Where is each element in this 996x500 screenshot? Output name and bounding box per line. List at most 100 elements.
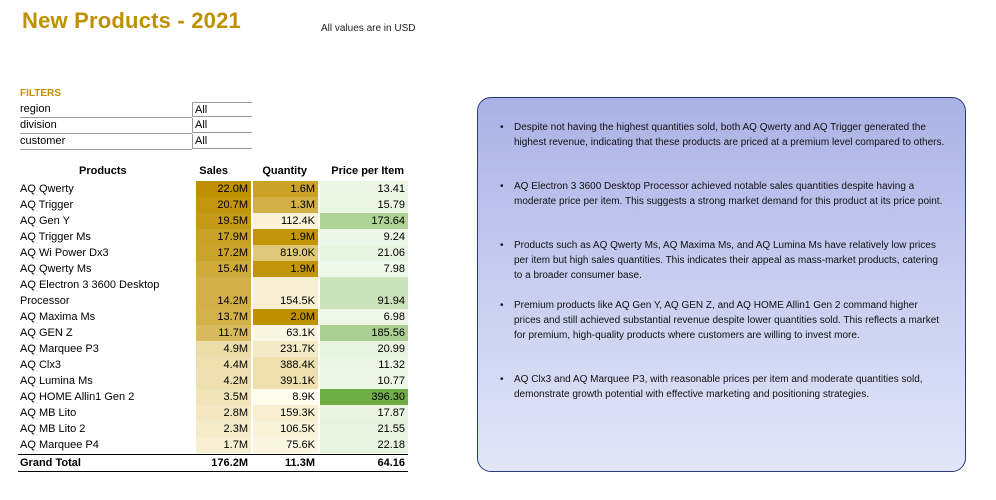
product-name: AQ Trigger Ms	[20, 231, 91, 243]
product-name: AQ Wi Power Dx3	[20, 247, 109, 259]
table-row: AQ GEN Z 11.7M 63.1K 185.56	[18, 325, 408, 341]
filter-value[interactable]: All	[192, 134, 252, 149]
page-title: New Products - 2021	[22, 8, 241, 33]
table-row: AQ Trigger 20.7M 1.3M 15.79	[18, 197, 408, 213]
filter-customer[interactable]: customer All	[20, 134, 253, 150]
quantity-cell: 106.5K	[253, 421, 318, 437]
price-cell: 91.94	[320, 277, 408, 309]
table-row: AQ MB Lito 2.8M 159.3K 17.87	[18, 405, 408, 421]
quantity-cell: 1.3M	[253, 197, 318, 213]
price-cell: 7.98	[320, 261, 408, 277]
sales-cell: 14.2M	[196, 277, 251, 309]
price-cell: 17.87	[320, 405, 408, 421]
sales-cell: 2.3M	[196, 421, 251, 437]
bullet-icon: •	[500, 122, 504, 133]
sales-cell: 15.4M	[196, 261, 251, 277]
grand-total-price: 64.16	[377, 457, 405, 469]
table-row: AQ Clx3 4.4M 388.4K 11.32	[18, 357, 408, 373]
price-cell: 185.56	[320, 325, 408, 341]
table-row: AQ Trigger Ms 17.9M 1.9M 9.24	[18, 229, 408, 245]
filter-region[interactable]: region All	[20, 102, 253, 118]
quantity-cell: 159.3K	[253, 405, 318, 421]
filter-value[interactable]: All	[192, 102, 252, 117]
total-bottom-border	[18, 471, 408, 472]
table-row: AQ Wi Power Dx3 17.2M 819.0K 21.06	[18, 245, 408, 261]
price-cell: 22.18	[320, 437, 408, 453]
price-cell: 21.06	[320, 245, 408, 261]
grand-total-sales: 176.2M	[211, 457, 248, 469]
product-name: AQ Qwerty	[20, 183, 74, 195]
product-name: AQ Marquee P4	[20, 439, 99, 451]
sales-cell: 22.0M	[196, 181, 251, 197]
product-name: AQ GEN Z	[20, 327, 73, 339]
insight-item: • AQ Electron 3 3600 Desktop Processor ac…	[500, 179, 946, 209]
quantity-cell: 112.4K	[253, 213, 318, 229]
filter-label: division	[20, 118, 192, 134]
table-row: AQ Electron 3 3600 Desktop Processor 14.2…	[18, 277, 408, 309]
total-separator	[18, 454, 408, 455]
insights-panel: • Despite not having the highest quantiti…	[477, 97, 966, 472]
product-name: AQ Electron 3 3600 Desktop Processor	[20, 279, 160, 307]
product-name: AQ Qwerty Ms	[20, 263, 92, 275]
insight-item: • Products such as AQ Qwerty Ms, AQ Maxim…	[500, 238, 946, 283]
insight-item: • Despite not having the highest quantiti…	[500, 120, 946, 150]
quantity-cell: 819.0K	[253, 245, 318, 261]
sales-cell: 4.4M	[196, 357, 251, 373]
bullet-icon: •	[500, 181, 504, 192]
table-row: AQ HOME Allin1 Gen 2 3.5M 8.9K 396.30	[18, 389, 408, 405]
product-name: AQ Trigger	[20, 199, 74, 211]
sales-cell: 1.7M	[196, 437, 251, 453]
sales-cell: 17.2M	[196, 245, 251, 261]
insight-text: Premium products like AQ Gen Y, AQ GEN Z…	[514, 300, 940, 341]
sales-cell: 19.5M	[196, 213, 251, 229]
sales-cell: 3.5M	[196, 389, 251, 405]
price-cell: 21.55	[320, 421, 408, 437]
insight-text: Products such as AQ Qwerty Ms, AQ Maxima…	[514, 240, 938, 281]
table-row: AQ Maxima Ms 13.7M 2.0M 6.98	[18, 309, 408, 325]
table-row: AQ Lumina Ms 4.2M 391.1K 10.77	[18, 373, 408, 389]
bullet-icon: •	[500, 240, 504, 251]
product-name: AQ MB Lito 2	[20, 423, 86, 435]
table-row: AQ Qwerty Ms 15.4M 1.9M 7.98	[18, 261, 408, 277]
insight-text: Despite not having the highest quantitie…	[514, 122, 945, 148]
quantity-cell: 8.9K	[253, 389, 318, 405]
insight-text: AQ Electron 3 3600 Desktop Processor ach…	[514, 181, 943, 207]
product-name: AQ Gen Y	[20, 215, 70, 227]
grand-total-row: Grand Total 176.2M 11.3M 64.16	[18, 455, 408, 471]
table-row: AQ MB Lito 2 2.3M 106.5K 21.55	[18, 421, 408, 437]
column-header-sales: Sales	[199, 165, 228, 177]
insight-item: • AQ Clx3 and AQ Marquee P3, with reasona…	[500, 372, 946, 402]
price-cell: 10.77	[320, 373, 408, 389]
currency-note: All values are in USD	[321, 23, 416, 34]
quantity-cell: 1.6M	[253, 181, 318, 197]
quantity-cell: 75.6K	[253, 437, 318, 453]
filter-value[interactable]: All	[192, 118, 252, 133]
column-header-price: Price per Item	[331, 165, 404, 177]
quantity-cell: 231.7K	[253, 341, 318, 357]
product-name: AQ MB Lito	[20, 407, 77, 419]
insight-text: AQ Clx3 and AQ Marquee P3, with reasonab…	[514, 374, 923, 400]
grand-total-quantity: 11.3M	[285, 457, 315, 469]
price-cell: 15.79	[320, 197, 408, 213]
product-name: AQ Maxima Ms	[20, 311, 96, 323]
bullet-icon: •	[500, 300, 504, 311]
sales-cell: 13.7M	[196, 309, 251, 325]
quantity-cell: 388.4K	[253, 357, 318, 373]
quantity-cell: 63.1K	[253, 325, 318, 341]
quantity-cell: 1.9M	[253, 229, 318, 245]
table-row: AQ Marquee P4 1.7M 75.6K 22.18	[18, 437, 408, 453]
table-row: AQ Qwerty 22.0M 1.6M 13.41	[18, 181, 408, 197]
filter-division[interactable]: division All	[20, 118, 253, 134]
sales-cell: 2.8M	[196, 405, 251, 421]
quantity-cell: 154.5K	[253, 277, 318, 309]
quantity-cell: 391.1K	[253, 373, 318, 389]
column-header-quantity: Quantity	[262, 165, 307, 177]
table-row: AQ Marquee P3 4.9M 231.7K 20.99	[18, 341, 408, 357]
sales-cell: 11.7M	[196, 325, 251, 341]
sales-cell: 4.9M	[196, 341, 251, 357]
quantity-cell: 2.0M	[253, 309, 318, 325]
filter-label: customer	[20, 134, 192, 150]
quantity-cell: 1.9M	[253, 261, 318, 277]
price-cell: 9.24	[320, 229, 408, 245]
bullet-icon: •	[500, 374, 504, 385]
